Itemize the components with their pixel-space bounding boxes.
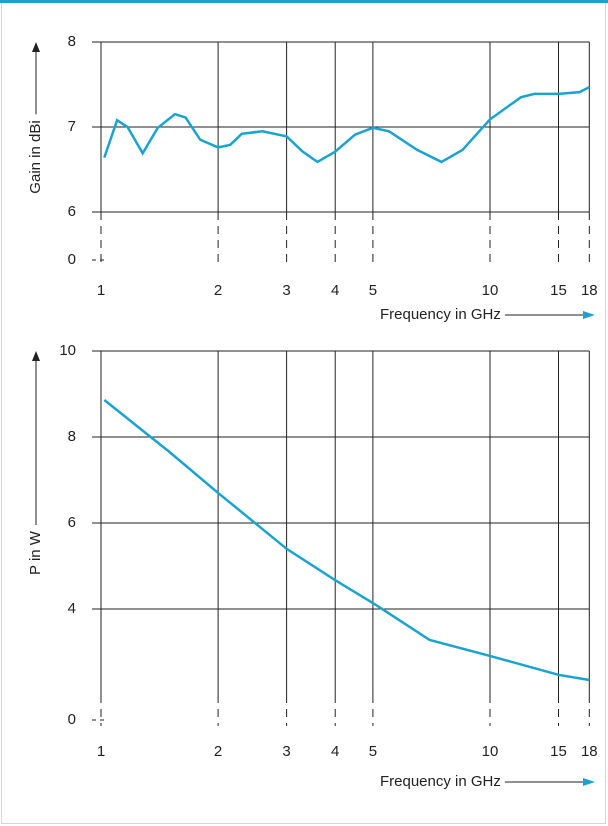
y-axis-label: P in W bbox=[27, 530, 44, 575]
y-tick-label: 7 bbox=[68, 118, 76, 135]
x-tick-label: 10 bbox=[482, 282, 499, 299]
x-arrow-head bbox=[583, 778, 595, 786]
x-tick-label: 2 bbox=[214, 282, 222, 299]
y-tick-label: 6 bbox=[68, 514, 76, 531]
data-line bbox=[103, 85, 590, 164]
x-tick-label: 1 bbox=[97, 743, 105, 760]
x-tick-label: 18 bbox=[581, 743, 598, 760]
x-tick-label: 3 bbox=[282, 282, 290, 299]
y-tick-label: 0 bbox=[68, 251, 76, 268]
x-arrow-head bbox=[583, 311, 595, 319]
y-tick-label: 8 bbox=[68, 33, 76, 50]
y-tick-label: 10 bbox=[59, 342, 76, 359]
y-tick-label: 6 bbox=[68, 203, 76, 220]
y-arrow-head bbox=[32, 42, 40, 52]
x-axis-label: Frequency in GHz bbox=[380, 306, 501, 323]
y-arrow-head bbox=[32, 351, 40, 361]
x-tick-label: 4 bbox=[331, 282, 339, 299]
y-tick-label: 4 bbox=[68, 600, 76, 617]
x-axis-label: Frequency in GHz bbox=[380, 773, 501, 790]
y-axis-label: Gain in dBi bbox=[27, 120, 44, 193]
y-tick-label: 0 bbox=[68, 711, 76, 728]
x-tick-label: 5 bbox=[369, 743, 377, 760]
x-tick-label: 15 bbox=[550, 282, 567, 299]
x-tick-label: 5 bbox=[369, 282, 377, 299]
x-tick-label: 10 bbox=[482, 743, 499, 760]
x-tick-label: 4 bbox=[331, 743, 339, 760]
x-tick-label: 2 bbox=[214, 743, 222, 760]
x-tick-label: 15 bbox=[550, 743, 567, 760]
data-line bbox=[103, 399, 590, 682]
x-tick-label: 3 bbox=[282, 743, 290, 760]
y-tick-label: 8 bbox=[68, 428, 76, 445]
x-tick-label: 18 bbox=[581, 282, 598, 299]
x-tick-label: 1 bbox=[97, 282, 105, 299]
